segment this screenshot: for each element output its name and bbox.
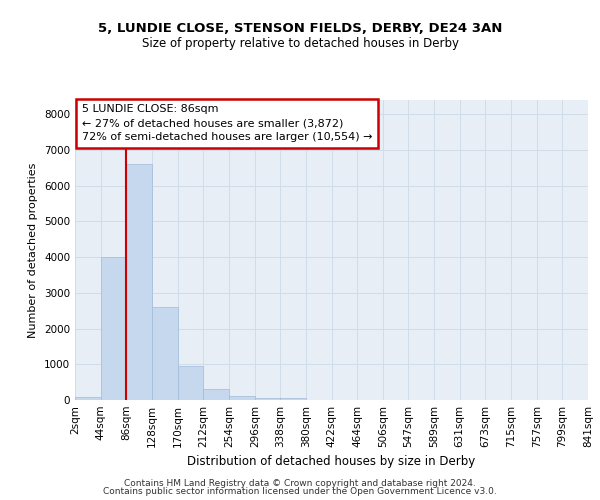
Bar (75, 398, 101, 400)
Bar (229, 396, 255, 400)
Bar (127, 164, 152, 400)
Text: 5 LUNDIE CLOSE: 86sqm
← 27% of detached houses are smaller (3,872)
72% of semi-d: 5 LUNDIE CLOSE: 86sqm ← 27% of detached … (82, 104, 372, 142)
Bar (101, 257, 127, 400)
Bar (203, 388, 229, 400)
Text: 5, LUNDIE CLOSE, STENSON FIELDS, DERBY, DE24 3AN: 5, LUNDIE CLOSE, STENSON FIELDS, DERBY, … (98, 22, 502, 36)
Bar (152, 307, 178, 400)
Text: Contains HM Land Registry data © Crown copyright and database right 2024.: Contains HM Land Registry data © Crown c… (124, 478, 476, 488)
Text: Size of property relative to detached houses in Derby: Size of property relative to detached ho… (142, 38, 458, 51)
Y-axis label: Number of detached properties: Number of detached properties (28, 162, 38, 338)
Bar (255, 398, 280, 400)
Bar (280, 398, 306, 400)
X-axis label: Distribution of detached houses by size in Derby: Distribution of detached houses by size … (187, 456, 476, 468)
Text: Contains public sector information licensed under the Open Government Licence v3: Contains public sector information licen… (103, 487, 497, 496)
Bar (178, 366, 203, 400)
